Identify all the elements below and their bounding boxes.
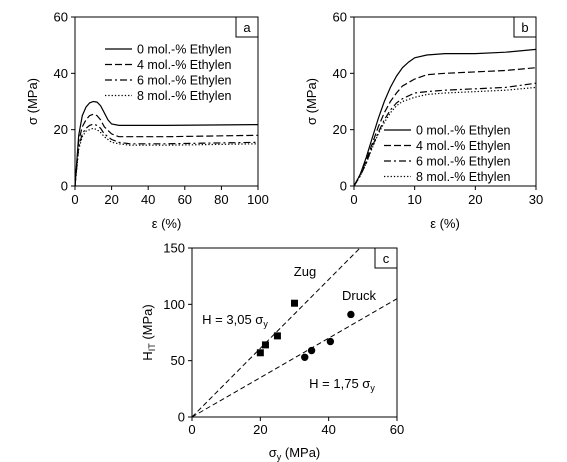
y-tick-label: 40	[333, 66, 347, 81]
plot-frame	[191, 247, 398, 418]
y-tick-label: 40	[54, 66, 68, 81]
y-tick-label: 0	[178, 410, 185, 425]
y-axis-label-unit: (MPa)	[140, 304, 155, 343]
y-tick-label: 150	[163, 241, 185, 256]
fit2-label-sub: y	[370, 383, 375, 393]
legend-label-3: 6 mol.-% Ethylen	[416, 155, 511, 169]
x-axis-label: σy (MPa)	[269, 445, 321, 462]
fit1-label-sub: y	[263, 319, 268, 329]
plot-frame	[353, 16, 537, 187]
zug-point	[256, 349, 264, 357]
y-axis-label: σ (MPa)	[304, 78, 319, 125]
x-tick-label: 40	[321, 422, 335, 437]
fit2-label: H = 1,75 σy	[309, 376, 375, 393]
x-tick-label: 0	[350, 192, 357, 207]
y-tick-label: 100	[163, 297, 185, 312]
x-axis-label-main: σ	[269, 445, 277, 460]
x-tick-label: 20	[104, 192, 118, 207]
fit1-label: H = 3,05 σy	[202, 312, 268, 329]
x-tick-label: 10	[407, 192, 421, 207]
x-tick-label: 40	[141, 192, 155, 207]
x-axis-label: ε (%)	[430, 216, 460, 231]
y-tick-label: 20	[54, 122, 68, 137]
x-axis-label-sub: y	[277, 452, 282, 462]
x-tick-label: 0	[71, 192, 78, 207]
series-line-1	[353, 48, 537, 187]
legend-label-2: 4 mol.-% Ethylen	[416, 139, 511, 153]
panel-letter: c	[383, 251, 390, 266]
y-axis-label-sub: IT	[147, 343, 157, 352]
zug-point	[261, 341, 269, 349]
panel-letter-box	[374, 247, 398, 269]
y-axis-label-main: H	[140, 351, 155, 360]
druck-label: Druck	[342, 288, 376, 303]
panel-letter: b	[521, 20, 528, 35]
series-line-3	[353, 82, 537, 187]
y-tick-label: 20	[333, 122, 347, 137]
series-line-3	[74, 123, 259, 187]
plot-frame	[74, 16, 259, 187]
zug-point	[273, 332, 281, 340]
druck-point	[307, 346, 316, 355]
x-axis-label: ε (%)	[152, 216, 182, 231]
legend-label-4: 8 mol.-% Ethylen	[137, 89, 232, 103]
legend-label-2: 4 mol.-% Ethylen	[137, 58, 232, 72]
x-tick-label: 60	[390, 422, 404, 437]
series-line-2	[74, 113, 259, 187]
druck-point	[301, 353, 309, 361]
panel-b: 0 10 20 30 0 20 40 60 ε (%) σ (MPa) 0 mol.-% Ethyl…	[304, 10, 543, 232]
panel-a: 0 20 40 60 80 100 0 20 40 60 ε (%) σ (MPa) 0 mol.-% …	[25, 10, 269, 232]
legend-label-1: 0 mol.-% Ethylen	[416, 124, 511, 138]
legend-label-4: 8 mol.-% Ethylen	[416, 170, 511, 184]
y-tick-label: 60	[333, 10, 347, 25]
fit1-label-main: H = 3,05 σ	[202, 312, 263, 327]
panel-letter: a	[243, 20, 251, 35]
druck-point	[326, 337, 335, 346]
panel-letter-box	[513, 16, 537, 38]
druck-point	[347, 310, 355, 319]
zug-label: Zug	[294, 264, 316, 279]
y-axis-label: σ (MPa)	[25, 78, 40, 125]
x-tick-label: 30	[529, 192, 543, 207]
y-tick-label: 60	[54, 10, 68, 25]
y-tick-label: 50	[171, 353, 185, 368]
x-axis-label-unit: (MPa)	[281, 445, 320, 460]
series-line-4	[353, 86, 537, 187]
x-tick-label: 60	[178, 192, 192, 207]
y-tick-label: 0	[340, 179, 347, 194]
zug-point	[291, 299, 298, 307]
series-line-2	[353, 67, 537, 187]
x-tick-label: 100	[247, 192, 269, 207]
y-axis-label: HIT (MPa)	[140, 304, 157, 360]
x-tick-label: 20	[468, 192, 482, 207]
x-tick-label: 0	[188, 422, 195, 437]
legend-label-1: 0 mol.-% Ethylen	[137, 43, 232, 57]
series-line-1	[74, 100, 259, 187]
legend-label-3: 6 mol.-% Ethylen	[137, 74, 232, 88]
y-tick-label: 0	[61, 179, 68, 194]
panel-letter-box	[235, 16, 259, 38]
x-tick-label: 80	[214, 192, 228, 207]
fit2-label-main: H = 1,75 σ	[309, 376, 370, 391]
x-tick-label: 20	[253, 422, 267, 437]
